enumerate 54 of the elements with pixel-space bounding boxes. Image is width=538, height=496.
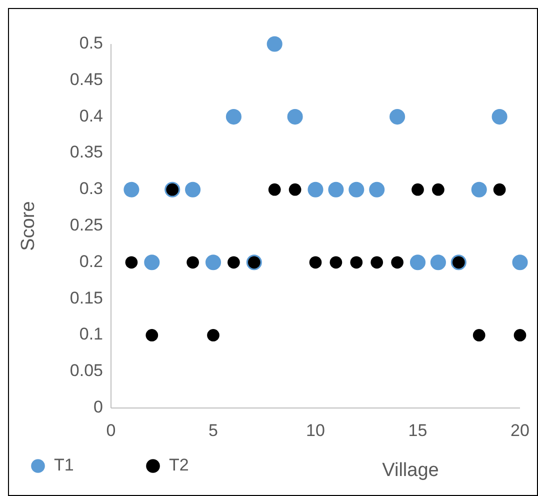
point	[348, 182, 364, 198]
point	[185, 182, 201, 198]
point	[228, 256, 240, 269]
x-axis-title: Village	[382, 460, 439, 481]
y-tick-label: 0	[94, 397, 103, 416]
point	[369, 182, 385, 198]
point	[268, 183, 281, 196]
point	[512, 254, 528, 270]
x-tick-label: 5	[208, 421, 218, 440]
point	[432, 183, 444, 196]
point	[309, 256, 322, 269]
y-tick-label: 0.4	[79, 106, 103, 126]
y-tick-label: 0.45	[70, 70, 103, 89]
point	[410, 254, 426, 270]
point	[471, 182, 487, 198]
point	[330, 256, 342, 269]
point	[430, 254, 446, 270]
point	[390, 109, 406, 125]
point	[287, 109, 303, 125]
point	[328, 182, 344, 198]
y-tick-label: 0.25	[70, 215, 103, 234]
point	[391, 256, 404, 269]
y-tick-label: 0.3	[79, 179, 103, 198]
point	[144, 254, 160, 270]
point	[350, 256, 363, 269]
x-tick-label: 10	[306, 421, 325, 440]
y-tick-label: 0.2	[79, 252, 103, 271]
point	[125, 256, 138, 269]
point	[514, 329, 526, 342]
y-tick-label: 0.5	[79, 33, 103, 52]
point	[308, 182, 324, 198]
point	[205, 254, 222, 270]
y-tick-label: 0.35	[70, 142, 103, 162]
legend-label: T2	[169, 455, 189, 474]
point	[207, 329, 220, 342]
point	[124, 182, 140, 198]
y-tick-label: 0.1	[79, 324, 103, 344]
y-tick-label: 0.15	[70, 288, 103, 308]
point	[412, 183, 424, 196]
point	[288, 183, 302, 196]
point	[266, 36, 282, 52]
point	[492, 109, 508, 125]
y-tick-label: 0.05	[70, 361, 103, 380]
x-tick-label: 0	[106, 421, 116, 440]
point	[226, 109, 242, 125]
point	[370, 256, 384, 269]
point	[493, 183, 506, 196]
y-axis-title: Score	[18, 201, 39, 251]
point	[186, 256, 199, 269]
point	[472, 329, 486, 342]
legend-label: T1	[54, 455, 74, 474]
point	[146, 329, 158, 342]
x-tick-label: 15	[408, 421, 428, 440]
x-tick-label: 20	[510, 421, 530, 440]
